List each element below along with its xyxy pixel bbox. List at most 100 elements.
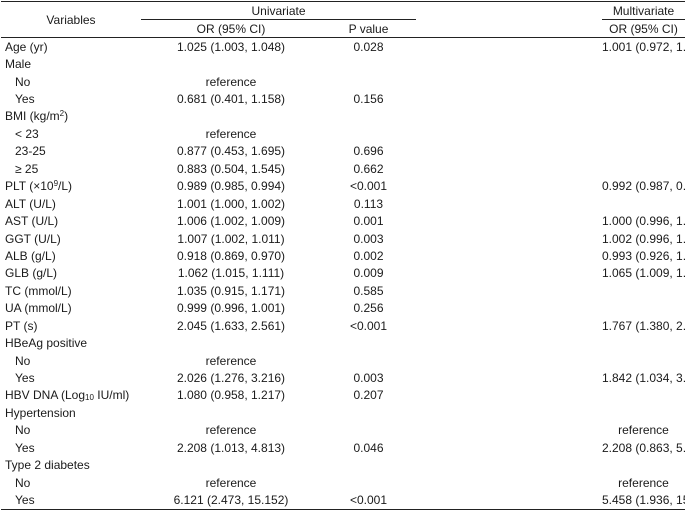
multivariate-or-cell <box>602 195 685 212</box>
variable-label-text: PLT (×10 <box>5 179 54 194</box>
univariate-p-cell: 0.256 <box>353 301 384 316</box>
univariate-or-cell: 2.026 (1.276, 3.216) <box>176 371 286 386</box>
univariate-p-cell: 0.113 <box>353 196 384 211</box>
variable-label: GGT (U/L) <box>1 230 141 247</box>
variable-label: 23-25 <box>1 143 141 160</box>
variable-label-text: Yes <box>15 440 35 455</box>
univariate-or-cell: 0.989 (0.985, 0.994) <box>176 179 286 194</box>
univariate-or-cell: 2.208 (1.013, 4.813) <box>176 440 286 455</box>
univariate-p-cell <box>321 334 416 351</box>
table-row: No reference reference <box>1 422 685 439</box>
table-row: Yes 0.681 (0.401, 1.158) 0.156 <box>1 90 685 107</box>
multivariate-or-cell <box>602 387 685 404</box>
univariate-or-cell: reference <box>205 423 257 438</box>
multivariate-or-cell: 1.002 (0.996, 1.008) <box>602 231 685 246</box>
univariate-p-cell <box>321 55 416 72</box>
univariate-or-cell: 1.001 (1.000, 1.002) <box>176 196 286 211</box>
variable-label-text: Yes <box>15 371 35 386</box>
variable-label: No <box>1 352 141 369</box>
variable-label: Hypertension <box>1 404 141 421</box>
variable-label-text: ≥ 25 <box>15 161 39 176</box>
table-row: AST (U/L) 1.006 (1.002, 1.009) 0.001 1.000 … <box>1 212 685 229</box>
univariate-or-cell: 0.877 (0.453, 1.695) <box>176 144 286 159</box>
variable-label-text: TC (mmol/L) <box>5 283 72 298</box>
univariate-p-cell <box>321 457 416 474</box>
table-row: GLB (g/L) 1.062 (1.015, 1.111) 0.009 1.065 … <box>1 265 685 282</box>
variable-label-text: No <box>15 475 31 490</box>
table-row: HBV DNA (Log10 IU/ml) 1.080 (0.958, 1.217… <box>1 387 685 404</box>
table-row: HBeAg positive <box>1 334 685 351</box>
multivariate-or-cell <box>602 300 685 317</box>
univariate-p-cell: 0.156 <box>353 92 384 107</box>
univariate-or-cell <box>141 404 321 421</box>
multivariate-or-cell: 5.458 (1.936, 15.386) <box>602 491 685 510</box>
univariate-header: Univariate <box>141 1 416 20</box>
table-row: ALT (U/L) 1.001 (1.000, 1.002) 0.113 <box>1 195 685 212</box>
univariate-or-cell: reference <box>205 475 257 490</box>
univariate-p-cell: <0.001 <box>321 491 416 510</box>
variable-label: Yes <box>1 369 141 386</box>
variable-label: GLB (g/L) <box>1 265 141 282</box>
variable-label-text: HBV DNA (Log <box>5 388 86 403</box>
table-row: BMI (kg/m2) <box>1 108 685 125</box>
univariate-or-cell <box>141 55 321 72</box>
univariate-or-cell <box>141 108 321 125</box>
variable-label-text: UA (mmol/L) <box>5 301 72 316</box>
variable-label: Type 2 diabetes <box>1 457 141 474</box>
variable-label-text: Age (yr) <box>5 39 48 54</box>
variable-label: Age (yr) <box>1 38 141 56</box>
variables-header: Variables <box>1 1 141 38</box>
variable-label-text: ALB (g/L) <box>5 248 56 263</box>
multivariate-or-header: OR (95% CI) <box>602 19 685 38</box>
univariate-p-cell: 0.001 <box>353 214 384 229</box>
variable-label: Male <box>1 55 141 72</box>
variable-label: No <box>1 73 141 90</box>
univariate-or-header: OR (95% CI) <box>141 19 321 38</box>
variable-label-text: No <box>15 423 31 438</box>
multivariate-or-cell <box>602 334 685 351</box>
table-row: Type 2 diabetes <box>1 457 685 474</box>
variable-label-text: Yes <box>15 493 35 508</box>
table-row: Yes 6.121 (2.473, 15.152) <0.001 5.458 (1.9… <box>1 491 685 510</box>
variable-label-text: GLB (g/L) <box>5 266 58 281</box>
table-row: Age (yr) 1.025 (1.003, 1.048) 0.028 1.001 (… <box>1 38 685 56</box>
multivariate-or-cell <box>602 160 685 177</box>
univariate-or-cell: 1.006 (1.002, 1.009) <box>176 214 286 229</box>
variable-label: ALT (U/L) <box>1 195 141 212</box>
univariate-p-cell <box>321 422 416 439</box>
variable-label: UA (mmol/L) <box>1 300 141 317</box>
univariate-or-cell: reference <box>205 353 257 368</box>
univariate-p-cell: 0.002 <box>353 248 384 263</box>
variable-label-text: PT (s) <box>5 318 38 333</box>
univariate-or-cell: 0.999 (0.996, 1.001) <box>176 301 286 316</box>
table-row: Yes 2.208 (1.013, 4.813) 0.046 2.208 (0.863… <box>1 439 685 456</box>
multivariate-or-cell <box>602 90 685 107</box>
univariate-or-cell: reference <box>205 74 257 89</box>
univariate-or-cell: 0.681 (0.401, 1.158) <box>176 92 286 107</box>
multivariate-or-cell: 1.767 (1.380, 2.263) <box>602 318 685 333</box>
univariate-p-cell: 0.028 <box>353 39 384 54</box>
table-row: Yes 2.026 (1.276, 3.216) 0.003 1.842 (1.034… <box>1 369 685 386</box>
univariate-p-cell: 0.585 <box>353 283 384 298</box>
univariate-or-cell <box>141 334 321 351</box>
multivariate-or-cell: 1.065 (1.009, 1.124) <box>602 266 685 281</box>
variable-label-text: Hypertension <box>5 405 76 420</box>
variable-label: HBeAg positive <box>1 334 141 351</box>
univariate-p-cell: <0.001 <box>349 179 388 194</box>
multivariate-or-cell: reference <box>618 475 669 490</box>
multivariate-or-cell: reference <box>618 423 669 438</box>
variable-label: PLT (×109/L) <box>1 178 141 195</box>
univariate-or-cell: 1.062 (1.015, 1.111) <box>177 266 285 281</box>
multivariate-or-cell <box>602 108 685 125</box>
variable-label-text: No <box>15 74 31 89</box>
univariate-p-cell: 0.009 <box>353 266 384 281</box>
variable-label-text: GGT (U/L) <box>5 231 61 246</box>
table-row: GGT (U/L) 1.007 (1.002, 1.011) 0.003 1.002 … <box>1 230 685 247</box>
univariate-p-cell <box>321 404 416 421</box>
variable-label-text: IU/ml) <box>93 388 130 403</box>
multivariate-or-cell <box>602 352 685 369</box>
multivariate-or-cell: 1.842 (1.034, 3.280) <box>602 371 685 386</box>
variable-label: No <box>1 474 141 491</box>
superscript: 2 <box>59 109 65 119</box>
